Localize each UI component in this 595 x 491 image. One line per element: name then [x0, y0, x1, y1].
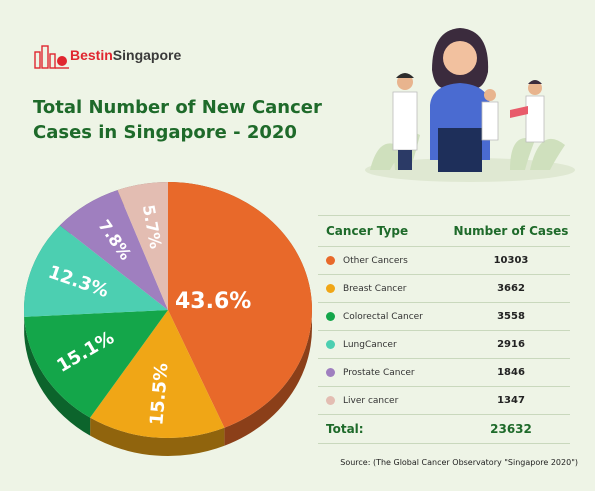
legend-label: Liver cancer — [343, 395, 399, 406]
legend-swatch — [326, 284, 335, 293]
pie-3d-side — [23, 182, 312, 456]
pie-percentage-label: 5.7% — [139, 203, 166, 250]
skyline-icon — [34, 45, 69, 69]
table-row: Other Cancers 10303 — [318, 247, 570, 275]
total-value: 23632 — [490, 422, 532, 436]
pie-percentage-label: 15.5% — [146, 362, 172, 426]
header-number-of-cases: Number of Cases — [453, 224, 569, 238]
table-row: Colorectal Cancer 3558 — [318, 303, 570, 331]
pie-slice-side — [24, 316, 91, 436]
row-case-count: 1347 — [497, 395, 525, 406]
table-row: Liver cancer 1347 — [318, 387, 570, 415]
chart-title: Total Number of New Cancer Cases in Sing… — [33, 97, 322, 143]
brand-name-part2: Singapore — [112, 47, 182, 63]
row-case-count: 2916 — [497, 339, 525, 350]
row-case-count: 3662 — [497, 283, 525, 294]
table-row: Prostate Cancer 1846 — [318, 359, 570, 387]
row-cancer-type: Liver cancer — [318, 396, 452, 406]
doctor-left-figure — [392, 73, 418, 170]
doctor-child-figure — [481, 89, 499, 141]
row-cancer-type: Breast Cancer — [318, 284, 452, 294]
table-row: Breast Cancer 3662 — [318, 275, 570, 303]
legend-label: Prostate Cancer — [343, 367, 415, 378]
legend-label: LungCancer — [343, 339, 397, 350]
legend-swatch — [326, 312, 335, 321]
row-case-count: 3558 — [497, 311, 525, 322]
brand-name-part1: Bestin — [70, 47, 113, 63]
pie-slice-side — [117, 182, 168, 209]
medical-staff-illustration — [365, 28, 575, 182]
legend-label: Other Cancers — [343, 255, 408, 266]
pie-percentage-label: 7.8% — [94, 216, 135, 263]
cases-table: Cancer Type Number of Cases Other Cancer… — [318, 215, 570, 444]
pie-percentage-label: 43.6% — [175, 289, 251, 314]
pie-percentage-label: 12.3% — [45, 262, 111, 302]
table-rows: Other Cancers 10303 Breast Cancer 3662 Color… — [318, 247, 570, 415]
pie-slice — [24, 225, 168, 317]
source-note: Source: (The Global Cancer Observatory "… — [340, 458, 578, 467]
legend-label: Colorectal Cancer — [343, 311, 423, 322]
legend-swatch — [326, 340, 335, 349]
pie-slices — [24, 182, 312, 438]
brand-logo — [34, 45, 69, 69]
pie-percentage-label: 15.1% — [53, 327, 118, 377]
row-cancer-type: LungCancer — [318, 340, 452, 350]
table-total-row: Total: 23632 — [318, 415, 570, 444]
pie-slice — [24, 310, 168, 418]
pie-slice — [168, 182, 312, 428]
pie-slice — [90, 310, 225, 438]
pie-slice-side — [168, 182, 312, 446]
row-cancer-type: Prostate Cancer — [318, 368, 452, 378]
pie-slice — [59, 190, 168, 310]
pie-slice-side — [23, 225, 60, 335]
total-label: Total: — [326, 422, 364, 436]
legend-swatch — [326, 396, 335, 405]
nurse-right-figure — [510, 80, 545, 143]
woman-patient-figure — [430, 28, 490, 172]
brand-name: BestinSingapore — [70, 47, 181, 63]
row-case-count: 1846 — [497, 367, 525, 378]
table-header: Cancer Type Number of Cases — [318, 215, 570, 247]
header-cancer-type: Cancer Type — [326, 224, 409, 238]
row-cancer-type: Colorectal Cancer — [318, 312, 452, 322]
legend-swatch — [326, 368, 335, 377]
pie-slice-side — [59, 190, 118, 244]
legend-label: Breast Cancer — [343, 283, 407, 294]
row-case-count: 10303 — [493, 255, 529, 266]
pie-slice — [117, 182, 168, 310]
table-row: LungCancer 2916 — [318, 331, 570, 359]
pie-labels: 43.6% 15.5% 15.1% 12.3%7.8% 5.7% — [45, 203, 251, 426]
pie-slice-side — [90, 417, 225, 456]
legend-swatch — [326, 256, 335, 265]
row-cancer-type: Other Cancers — [318, 256, 452, 266]
